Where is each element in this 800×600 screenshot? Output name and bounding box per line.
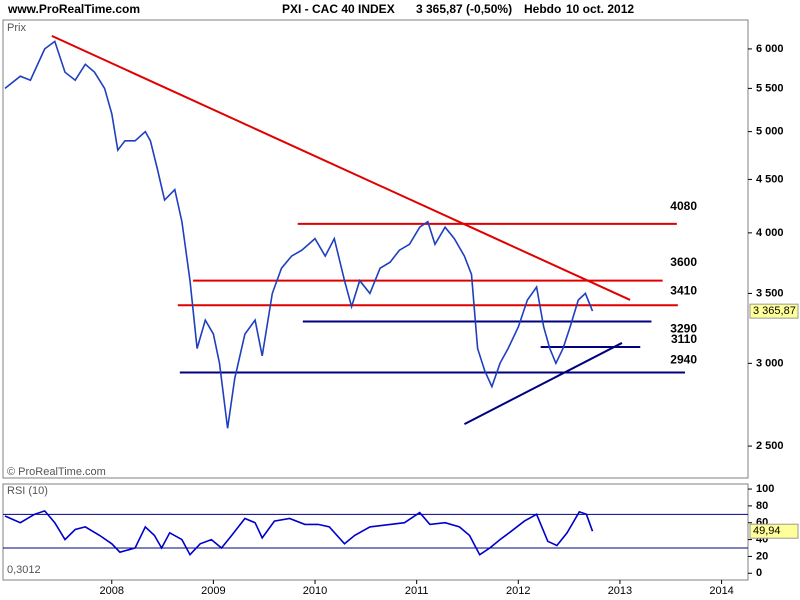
level-label: 3410 [670, 283, 697, 297]
y-tick-label: 4 000 [756, 227, 784, 239]
y-tick-label: 4 500 [756, 173, 784, 185]
rsi-note: 0,3012 [7, 564, 41, 576]
x-tick-label: 2014 [709, 585, 733, 597]
y-tick-label: 3 500 [756, 287, 784, 299]
x-tick-label: 2008 [100, 585, 124, 597]
x-tick-label: 2009 [201, 585, 225, 597]
x-tick-label: 2010 [303, 585, 327, 597]
level-label: 3290 [670, 322, 697, 336]
series-line [4, 40, 594, 429]
last-value-label: 3 365,87 [753, 305, 796, 317]
level-label: 4080 [670, 199, 697, 213]
last-value-box [749, 523, 799, 539]
x-tick-label: 2012 [506, 585, 530, 597]
instrument: PXI - CAC 40 INDEX [282, 2, 395, 16]
x-tick-label: 2013 [608, 585, 632, 597]
y-tick-label: 3 000 [756, 357, 784, 369]
y-tick-label: 5 500 [756, 82, 784, 94]
y-tick-label: 2 500 [756, 440, 784, 452]
rsi-panel [2, 483, 749, 581]
y-tick-label: 100 [756, 483, 774, 495]
quote: 3 365,87 (-0,50%) [416, 2, 512, 16]
date: 10 oct. 2012 [566, 2, 634, 16]
x-tick-label: 2011 [405, 585, 429, 597]
trendline [51, 34, 631, 301]
y-label: Prix [7, 22, 26, 34]
level-label: 3110 [671, 332, 697, 346]
y-tick-label: 20 [756, 550, 768, 562]
y-tick-label: 80 [756, 500, 768, 512]
level-label: 2940 [670, 353, 697, 367]
y-tick-label: 6 000 [756, 43, 784, 55]
last-value-box [749, 303, 799, 319]
y-tick-label: 0 [756, 567, 762, 579]
last-value-label: 49,94 [753, 525, 781, 537]
copyright: © ProRealTime.com [7, 466, 106, 478]
trendline [463, 342, 623, 425]
y-tick-label: 5 000 [756, 126, 784, 138]
level-label: 3600 [670, 255, 697, 269]
period: Hebdo [524, 2, 561, 16]
site: www.ProRealTime.com [7, 2, 140, 16]
series-line [4, 509, 594, 557]
rsi-title: RSI (10) [7, 485, 48, 497]
price-panel [2, 19, 749, 479]
